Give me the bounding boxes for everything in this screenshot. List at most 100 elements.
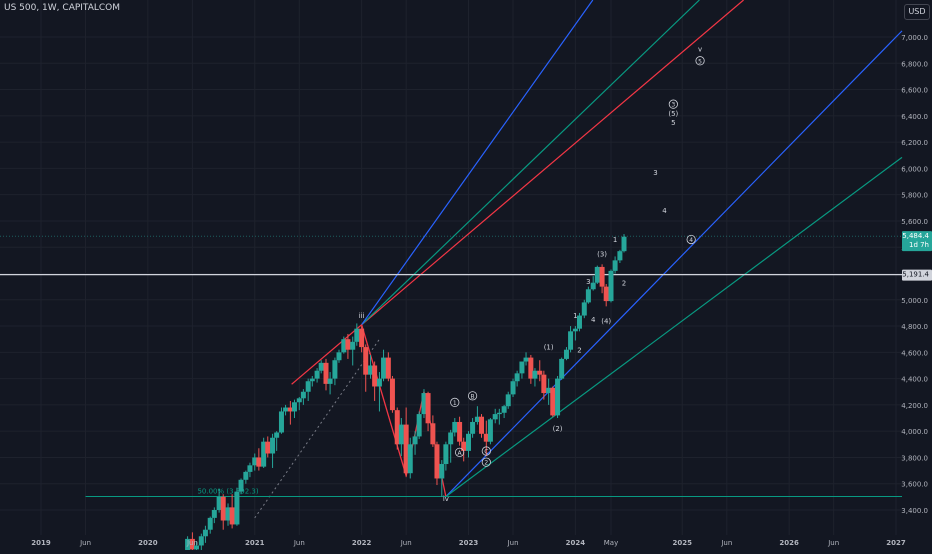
candle-body [207,517,213,530]
candle-body [612,260,618,271]
y-tick-label: 4,800.0 [901,323,928,331]
wave-label-circle [686,234,696,245]
candle-body [594,266,600,283]
candle-body [559,358,565,379]
candle-body [483,433,489,442]
y-tick-label: 6,400.0 [901,113,928,121]
wave-label: (5) [668,110,678,118]
y-tick-label: 6,800.0 [901,60,928,68]
wave-label: C [484,449,488,456]
wave-label: 1 [613,236,617,244]
symbol-title: US 500, 1W, CAPITALCOM [4,3,121,13]
x-tick-label: 2020 [138,539,158,547]
candle-body [487,419,493,442]
candle-body [359,328,365,348]
candle-body [617,251,623,261]
y-tick-label: 6,200.0 [901,139,928,147]
candle-body [590,282,596,290]
x-tick-label: 2019 [31,539,51,547]
candle-body [434,444,440,479]
x-tick-label: 2021 [245,539,265,547]
candle-body [470,421,476,434]
candle-body [318,362,324,371]
axes: 3,400.0 3,600.0 3,800.0 4,000.0 4,200.0 4,400… [31,34,932,547]
candle-body [585,289,591,303]
candle-body [350,341,356,350]
candle-body [439,464,445,479]
candle-body [389,378,395,411]
x-tick-label: 2025 [673,539,693,547]
candle-body [621,236,627,252]
channel-line [361,0,594,326]
candle-body [599,266,605,287]
candle-body [216,496,222,510]
wave-label: 2 [622,279,626,287]
wave-label: 4 [689,237,693,244]
candle-body [256,457,262,467]
candle-body [407,444,413,474]
candle-body [572,328,578,332]
candle-body [457,421,463,442]
candle-body [283,407,289,412]
candle-body [398,424,404,445]
candle-body [287,407,293,412]
wave-label: iv [443,495,449,503]
channel-line [291,324,363,385]
grid [0,0,902,535]
wave-label-circle [467,391,478,401]
candle-body [421,393,427,415]
candle-body [492,414,498,420]
candle-body [563,349,569,359]
candle-body [194,545,200,550]
candle-body [403,424,409,474]
candle-body [425,393,431,424]
wave-label: 5 [671,119,675,127]
candle-body [363,347,369,375]
channel-line [361,0,744,326]
candles [183,234,627,554]
candle-body [555,378,561,416]
wave-label: v [698,45,702,53]
wave-label: iii [359,312,365,320]
candle-body [523,357,529,362]
wave-label: 3 [586,278,590,286]
candle-body [376,378,382,387]
wave-label: (4) [601,317,611,325]
candle-body [314,370,320,379]
candle-body [501,406,507,413]
x-tick-label: Jun [400,539,412,547]
wave-label: (2) [553,425,563,433]
last-price-tag-text: 5,484.4 [902,232,929,240]
last-price-tag-bg [902,231,932,252]
candle-body [296,398,302,403]
candle-body [474,416,480,422]
candle-body [385,357,391,379]
x-tick-label: 2023 [459,539,479,547]
candle-body [336,352,342,361]
candle-body [202,529,208,537]
wave-label-circle [481,446,491,456]
candle-body [510,381,516,395]
x-tick-label: 2027 [886,539,906,547]
wave-label-circle [481,457,491,467]
wave-label: 4 [662,207,667,215]
x-tick-label: Jun [827,539,839,547]
y-tick-label: 4,000.0 [901,428,928,436]
y-tick-label: 3,400.0 [901,507,928,515]
candle-body [354,328,360,342]
wave-label: 3 [671,102,675,109]
channel-line [445,30,903,498]
candle-body [430,423,436,445]
candle-body [291,402,297,412]
wave-label: (1) [544,344,554,352]
currency-button[interactable]: USD [904,4,930,20]
candle-body [274,432,280,438]
wave-label-circle [695,56,705,66]
wave-label: A [458,450,463,457]
y-tick-label: 3,800.0 [901,454,928,462]
y-tick-label: 4,600.0 [901,349,928,357]
y-tick-label: 4,200.0 [901,402,928,410]
